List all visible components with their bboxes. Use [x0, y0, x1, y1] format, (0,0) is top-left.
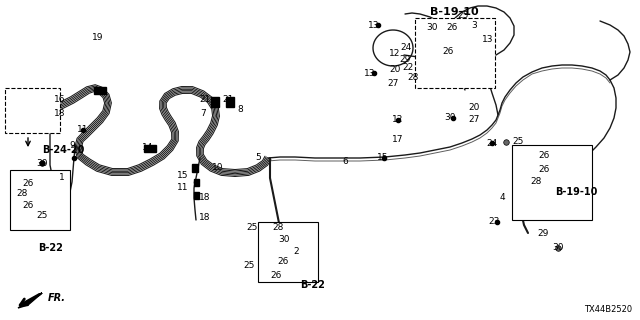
Text: 13: 13: [483, 36, 493, 44]
Text: 24: 24: [401, 44, 412, 52]
Text: 18: 18: [54, 108, 66, 117]
Text: 16: 16: [54, 95, 66, 105]
Text: 23: 23: [488, 218, 500, 227]
Text: FR.: FR.: [48, 293, 66, 303]
Text: 2: 2: [293, 247, 299, 257]
Bar: [194, 179, 199, 186]
Text: 3: 3: [471, 20, 477, 29]
Bar: [226, 97, 234, 107]
Text: B-19-10: B-19-10: [430, 7, 479, 17]
Bar: [258, 222, 318, 282]
Text: 27: 27: [468, 116, 480, 124]
Text: 25: 25: [36, 211, 48, 220]
Text: B-22: B-22: [300, 280, 325, 290]
Text: 14: 14: [142, 143, 154, 153]
Text: 17: 17: [392, 135, 404, 145]
Text: 20: 20: [389, 66, 401, 75]
Text: 22: 22: [403, 63, 413, 73]
Text: 26: 26: [22, 201, 34, 210]
Text: 30: 30: [552, 244, 564, 252]
Text: 18: 18: [199, 213, 211, 222]
Text: TX44B2520: TX44B2520: [584, 305, 632, 314]
Text: 5: 5: [255, 154, 261, 163]
Text: 20: 20: [468, 103, 480, 113]
Text: 29: 29: [538, 228, 548, 237]
Bar: [194, 192, 199, 199]
Text: 28: 28: [407, 73, 419, 82]
Text: 21: 21: [199, 95, 211, 105]
Text: 26: 26: [538, 150, 550, 159]
Text: 13: 13: [364, 68, 376, 77]
Text: B-19-10: B-19-10: [555, 187, 597, 197]
Text: 7: 7: [200, 108, 206, 117]
Text: 11: 11: [177, 183, 189, 193]
Text: 26: 26: [446, 22, 458, 31]
Text: 18: 18: [199, 194, 211, 203]
Text: 6: 6: [342, 157, 348, 166]
Text: 25: 25: [243, 260, 255, 269]
Bar: [211, 97, 219, 107]
Text: 12: 12: [392, 116, 404, 124]
Text: 26: 26: [22, 179, 34, 188]
Bar: [144, 145, 156, 152]
Text: 13: 13: [368, 20, 380, 29]
Text: 15: 15: [177, 171, 189, 180]
Text: 30: 30: [36, 158, 48, 167]
Bar: [512, 145, 592, 220]
Text: 25: 25: [512, 138, 524, 147]
Text: 26: 26: [538, 165, 550, 174]
Text: 28: 28: [272, 223, 284, 233]
Text: 26: 26: [270, 271, 282, 281]
Text: 28: 28: [16, 189, 28, 198]
Text: 1: 1: [59, 173, 65, 182]
Text: 15: 15: [377, 154, 388, 163]
Text: B-22: B-22: [38, 243, 63, 253]
Text: 10: 10: [212, 164, 224, 172]
Text: B-24-20: B-24-20: [42, 145, 84, 155]
Text: 26: 26: [277, 258, 289, 267]
Text: 25: 25: [458, 12, 468, 20]
Text: 30: 30: [444, 114, 456, 123]
Text: 28: 28: [531, 178, 541, 187]
Text: 25: 25: [246, 223, 258, 233]
Text: 12: 12: [389, 49, 401, 58]
Polygon shape: [18, 293, 42, 308]
Text: 24: 24: [486, 139, 498, 148]
Text: 26: 26: [442, 47, 454, 57]
Text: 21: 21: [222, 95, 234, 105]
Text: 11: 11: [77, 125, 89, 134]
Text: 30: 30: [278, 236, 290, 244]
Text: 29: 29: [399, 55, 411, 65]
Bar: [415, 18, 495, 88]
Text: 30: 30: [426, 22, 438, 31]
Bar: [10, 170, 70, 230]
Bar: [192, 164, 198, 172]
Text: 4: 4: [499, 193, 505, 202]
Bar: [5, 88, 60, 133]
Text: 8: 8: [237, 106, 243, 115]
Bar: [94, 87, 106, 94]
Text: 27: 27: [387, 78, 399, 87]
Text: 9: 9: [69, 141, 75, 150]
Text: 19: 19: [92, 34, 104, 43]
